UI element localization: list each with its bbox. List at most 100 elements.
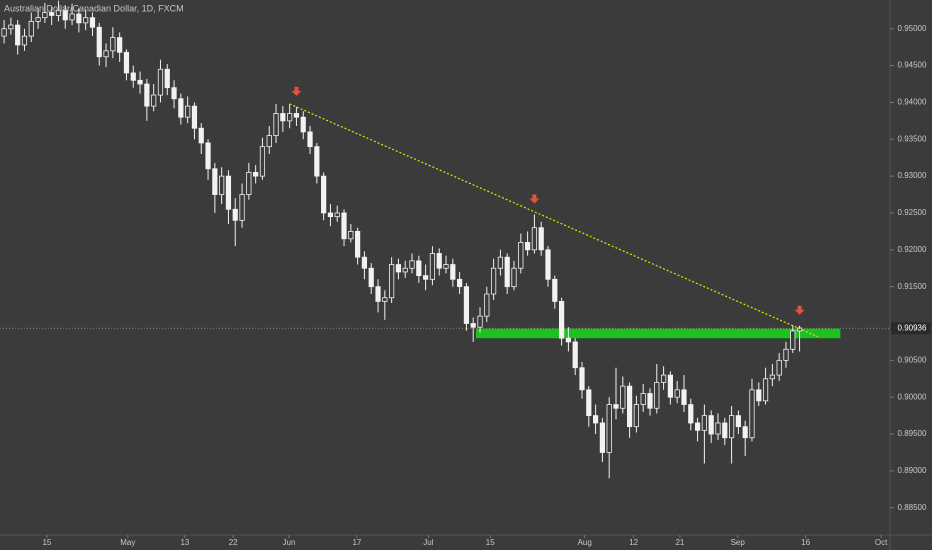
candle-body xyxy=(592,415,599,424)
candle-body xyxy=(565,337,572,343)
y-tick-label: 0.92500 xyxy=(898,208,927,217)
marker-arrow xyxy=(794,305,805,315)
candle-body xyxy=(253,172,259,177)
candle-body xyxy=(239,194,245,221)
candle-body xyxy=(728,415,735,439)
candle-body xyxy=(259,146,266,177)
candle-body xyxy=(756,389,762,402)
candle-body xyxy=(640,393,646,405)
candle-body xyxy=(463,286,470,324)
y-tick-label: 0.93500 xyxy=(898,134,927,143)
candle-body xyxy=(518,242,524,269)
y-tick-label: 0.90500 xyxy=(898,355,927,364)
candle-body xyxy=(219,175,225,195)
candle-body xyxy=(572,341,578,369)
candle-body xyxy=(477,315,483,328)
x-tick-label: 21 xyxy=(675,538,684,547)
candle-body xyxy=(225,175,232,210)
candle-body xyxy=(130,72,136,81)
x-tick-label: Jul xyxy=(423,538,433,547)
candle-body xyxy=(395,264,402,273)
candle-body xyxy=(443,264,449,269)
candle-body xyxy=(212,168,218,195)
candle-body xyxy=(491,267,497,295)
candle-body xyxy=(334,212,340,218)
y-tick-label: 0.95000 xyxy=(898,24,927,33)
candle-body xyxy=(96,26,102,58)
candle-body xyxy=(321,175,327,214)
candle-body xyxy=(83,17,89,24)
candle-body xyxy=(21,35,28,46)
candle-body xyxy=(280,113,286,122)
candle-body xyxy=(314,146,320,177)
candle-body xyxy=(327,212,334,218)
candle-body xyxy=(55,9,62,16)
x-tick-label: Sep xyxy=(731,538,746,547)
candle-body xyxy=(626,385,633,428)
candle-body xyxy=(35,17,41,22)
candle-body xyxy=(62,9,68,21)
candle-body xyxy=(423,275,429,280)
candle-body xyxy=(157,68,164,96)
x-tick-label: May xyxy=(120,538,135,547)
candle-body xyxy=(681,389,687,405)
candle-body xyxy=(69,13,75,21)
last-price-label: 0.90936 xyxy=(898,323,927,332)
y-tick-label: 0.90000 xyxy=(898,392,927,401)
candle-body xyxy=(89,17,96,28)
candle-body xyxy=(735,415,741,428)
candle-body xyxy=(409,260,415,269)
candle-body xyxy=(511,267,517,288)
candle-body xyxy=(762,378,769,402)
candle-body xyxy=(633,404,639,428)
candle-body xyxy=(552,278,558,302)
candle-body xyxy=(117,37,123,53)
candle-body xyxy=(137,79,143,85)
candle-body xyxy=(178,98,184,118)
candle-body xyxy=(525,242,531,251)
x-tick-label: 15 xyxy=(42,538,51,547)
candle-body xyxy=(205,142,211,170)
y-tick-label: 0.93000 xyxy=(898,171,927,180)
candle-body xyxy=(647,393,653,409)
candle-body xyxy=(246,172,252,195)
candle-body xyxy=(701,415,707,431)
candle-body xyxy=(232,208,238,221)
x-tick-label: 13 xyxy=(180,538,189,547)
y-tick-label: 0.89000 xyxy=(898,466,927,475)
candle-body xyxy=(749,389,755,439)
candle-body xyxy=(783,348,789,361)
candle-body xyxy=(49,12,55,16)
candle-body xyxy=(382,297,388,302)
candle-body xyxy=(531,227,538,251)
candle-body xyxy=(654,382,660,409)
candle-body xyxy=(715,422,721,435)
candle-body xyxy=(436,253,442,269)
candle-body xyxy=(42,12,48,19)
candle-body xyxy=(667,374,673,398)
plot-area xyxy=(0,0,890,479)
candle-body xyxy=(198,127,204,144)
candle-body xyxy=(273,113,279,136)
candle-body xyxy=(103,50,109,58)
candle-body xyxy=(402,267,408,273)
candle-body xyxy=(450,264,456,280)
candle-body xyxy=(708,415,714,435)
candle-body xyxy=(185,105,191,118)
x-tick-label: Aug xyxy=(578,538,592,547)
last-price-box xyxy=(891,322,931,335)
candle-body xyxy=(171,87,177,100)
marker-arrow xyxy=(291,86,302,96)
candle-body xyxy=(123,51,130,74)
candle-body xyxy=(307,131,313,148)
candle-body xyxy=(599,422,605,453)
candle-body xyxy=(266,135,272,148)
candle-body xyxy=(776,359,782,376)
candle-body xyxy=(8,24,14,30)
candle-body xyxy=(375,286,381,302)
candle-body xyxy=(110,37,116,52)
candle-body xyxy=(559,300,565,339)
candle-body xyxy=(497,256,504,269)
